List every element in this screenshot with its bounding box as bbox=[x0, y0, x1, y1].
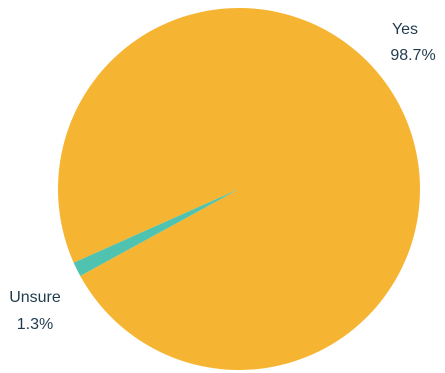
label-unsure-name: Unsure bbox=[9, 289, 61, 306]
pie-slice-unsure bbox=[73, 189, 239, 276]
label-yes-value: 98.7% bbox=[390, 47, 435, 64]
label-yes-name: Yes bbox=[392, 21, 418, 38]
pie-slice-yes bbox=[58, 7, 420, 370]
label-unsure-value: 1.3% bbox=[17, 316, 53, 333]
pie-slices bbox=[58, 7, 420, 370]
